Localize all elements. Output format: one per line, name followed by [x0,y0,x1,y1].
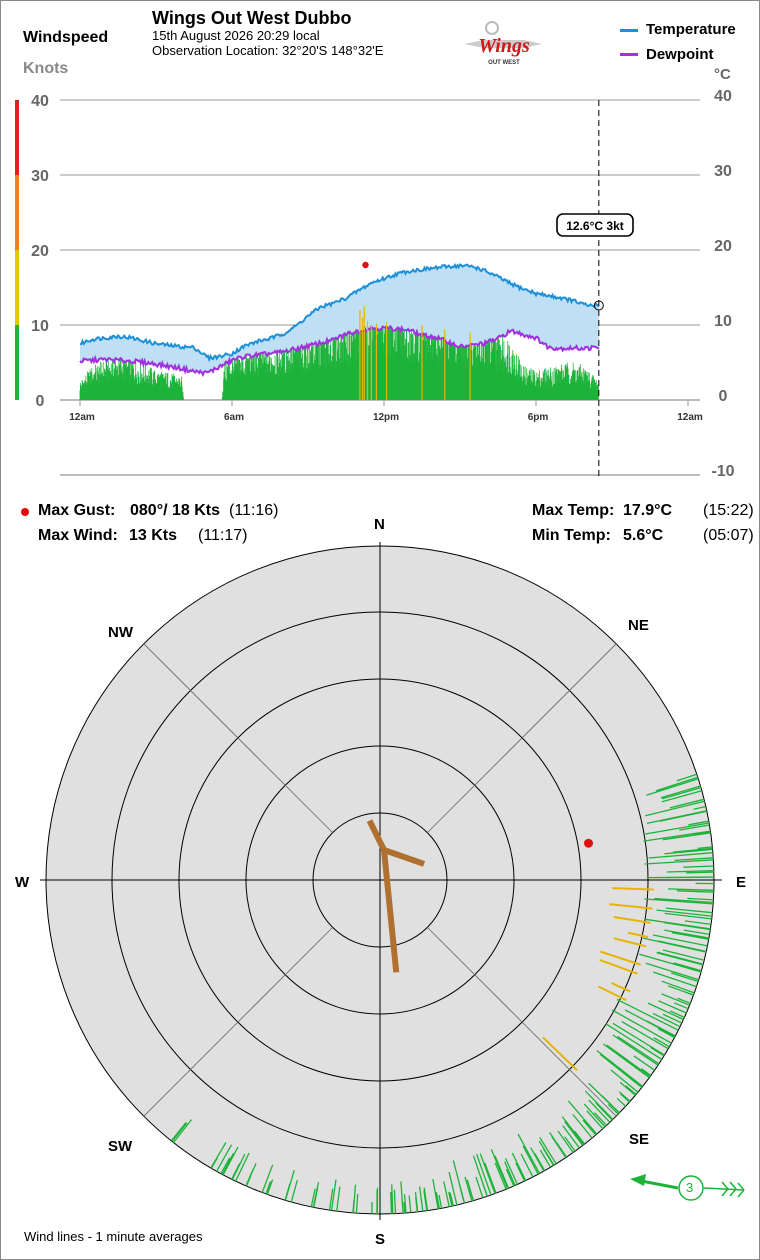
right-tick-label: 40 [714,88,732,105]
max-gust-label: Max Gust: [38,502,116,519]
location-line: Observation Location: 32°20'S 148°32'E [152,43,384,58]
left-tick-label: 0 [36,393,45,410]
max-gust-time: (11:16) [229,502,279,519]
max-gust-marker [362,261,369,269]
right-tick-label: 0 [719,388,728,405]
temperature-wind-chart: 12.6°C 3kt 12am 6am 12pm 6pm 12am 403020100 … [15,88,735,480]
right-tick-label: 30 [714,163,732,180]
x-tick-label: 12am [677,412,703,423]
dewpoint-legend-swatch [620,53,638,56]
compass-se: SE [629,1131,650,1148]
left-axis-unit: Knots [23,60,69,77]
temperature-dewpoint-fill [80,264,599,375]
min-temp-time: (05:07) [703,527,754,544]
compass-sw: SW [108,1138,133,1155]
max-temp-time: (15:22) [703,502,754,519]
right-tick-label: -10 [711,463,734,480]
compass-e: E [736,874,747,891]
right-tick-label: 10 [714,313,732,330]
max-wind-time: (11:17) [198,527,248,544]
left-tick-label: 40 [31,93,49,110]
date-line: 15th August 2026 20:29 local [152,28,320,43]
compass-nw: NW [108,624,133,641]
x-tick-label: 12pm [373,412,399,423]
left-tick-label: 10 [31,318,49,335]
x-tick-label: 6am [224,412,244,423]
compass-w: W [15,874,30,891]
right-tick-label: 20 [714,238,732,255]
dewpoint-legend-label: Dewpoint [646,46,714,63]
temperature-line [79,262,600,363]
gust-spikes [359,306,471,400]
page-title: Wings Out West Dubbo [152,8,352,28]
max-temp-value: 17.9°C [623,502,673,519]
temperature-legend-swatch [620,29,638,32]
max-wind-label: Max Wind: [38,527,118,544]
current-wind-indicator: 3 [628,1168,748,1208]
max-gust-value: 080°/ 18 Kts [130,502,221,519]
x-axis-ticks: 12am 6am 12pm 6pm 12am [69,400,703,423]
current-wind-badge: 3 [686,1180,694,1195]
gust-bullet-icon [21,508,29,516]
brand-logo: Wings OUT WEST [462,18,544,68]
logo-subtext: OUT WEST [488,60,520,66]
temperature-legend-label: Temperature [646,21,736,38]
x-tick-label: 12am [69,412,95,423]
left-axis-ticks: 40 30 20 10 0 [31,93,49,410]
min-temp-label: Min Temp: [532,527,611,544]
left-axis-title: Windspeed [23,29,109,46]
max-temp-label: Max Temp: [532,502,615,519]
compass-ne: NE [628,617,649,634]
current-temperature-marker [593,300,604,311]
compass-s: S [375,1231,386,1248]
x-tick-label: 6pm [528,412,549,423]
min-temp-value: 5.6°C [623,527,664,544]
windspeed-bars [79,298,599,400]
compass-n: N [374,516,385,533]
right-axis-ticks: 40 30 20 10 0 -10 [711,88,734,480]
footer-note: Wind lines - 1 minute averages [24,1229,203,1244]
max-wind-value: 13 Kts [129,527,178,544]
logo-wordmark: Wings [478,35,530,57]
dewpoint-line [79,324,600,377]
windspeed-bar [79,298,599,400]
current-readout-text: 12.6°C 3kt [566,219,624,233]
current-readout: 12.6°C 3kt [556,213,634,237]
left-tick-label: 30 [31,168,49,185]
right-axis-unit: °C [714,66,731,83]
left-tick-label: 20 [31,243,49,260]
